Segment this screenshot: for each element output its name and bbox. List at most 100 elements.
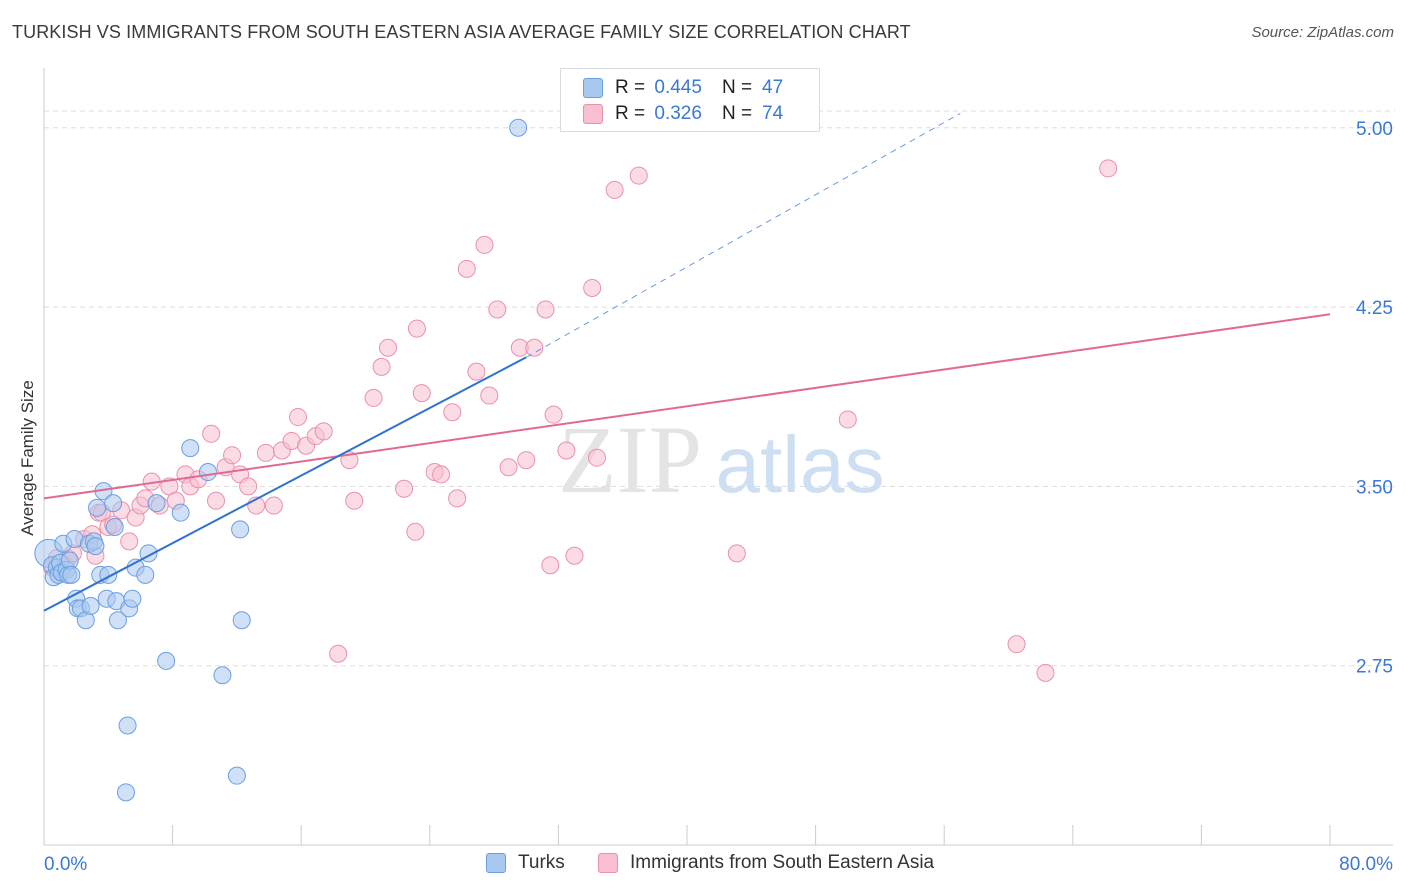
sea-point	[457, 259, 476, 278]
turks-point	[116, 783, 135, 802]
source-label: Source: ZipAtlas.com	[1251, 24, 1394, 41]
sea-point	[517, 451, 536, 470]
sea-point	[364, 388, 383, 407]
sea-point	[467, 362, 486, 381]
turks-legend-swatch	[486, 853, 506, 873]
sea-point	[264, 496, 283, 515]
watermark: ZIP atlas	[558, 406, 884, 513]
legend-row-turks: R = 0.445 N = 47	[583, 76, 783, 100]
turks-point	[86, 537, 105, 556]
sea-point	[223, 446, 242, 465]
x-tick-label: 80.0%	[1339, 854, 1393, 875]
turks-point	[171, 503, 190, 522]
turks-point	[231, 520, 250, 539]
turks-r-value: 0.445	[654, 77, 702, 98]
turks-point	[108, 611, 127, 630]
sea-point	[239, 477, 258, 496]
legend-row-sea: R = 0.326 N = 74	[583, 102, 783, 126]
sea-r-value: 0.326	[654, 103, 702, 124]
sea-point	[202, 424, 221, 443]
sea-point	[587, 448, 606, 467]
sea-point	[1007, 635, 1026, 654]
turks-point	[198, 463, 217, 482]
turks-point	[105, 518, 124, 537]
sea-point	[583, 278, 602, 297]
sea-point	[345, 491, 364, 510]
x-tick-label: 0.0%	[44, 854, 87, 875]
sea-n-value: 74	[762, 103, 784, 124]
sea-point	[120, 532, 139, 551]
sea-point	[288, 408, 307, 427]
sea-point	[629, 166, 648, 185]
turks-point	[227, 766, 246, 785]
sea-point	[536, 300, 555, 319]
turks-point	[123, 589, 142, 608]
sea-n-label: N =	[721, 103, 753, 124]
sea-point	[412, 384, 431, 403]
sea-point	[256, 443, 275, 462]
sea-swatch	[583, 104, 603, 124]
turks-r-label: R =	[615, 77, 646, 98]
y-tick-label: 3.50	[1356, 477, 1393, 498]
watermark-atlas: atlas	[716, 420, 885, 509]
sea-trend-line	[43, 313, 1331, 500]
sea-point	[407, 319, 426, 338]
sea-point	[406, 522, 425, 541]
turks-point	[232, 611, 251, 630]
axes	[43, 68, 1393, 846]
turks-point	[62, 565, 81, 584]
sea-point	[499, 458, 518, 477]
turks-n-label: N =	[721, 77, 753, 98]
turks-point	[147, 494, 166, 513]
sea-point	[372, 357, 391, 376]
sea-point	[838, 410, 857, 429]
sea-point	[329, 644, 348, 663]
turks-point	[136, 565, 155, 584]
sea-point	[488, 300, 507, 319]
data-points	[34, 118, 1118, 802]
sea-point	[557, 441, 576, 460]
sea-legend-label: Immigrants from South Eastern Asia	[630, 852, 935, 873]
chart-title: TURKISH VS IMMIGRANTS FROM SOUTH EASTERN…	[12, 22, 911, 42]
stats-legend: R = 0.445 N = 47 R = 0.326 N = 74	[560, 68, 820, 132]
turks-trend-line	[43, 356, 527, 612]
y-tick-label: 2.75	[1356, 657, 1393, 678]
legend-item-sea[interactable]: Immigrants from South Eastern Asia	[598, 852, 934, 874]
sea-point	[379, 338, 398, 357]
tick-labels: 2.75 3.50 4.25 5.00 0.0% 80.0%	[44, 119, 1393, 875]
sea-r-label: R =	[615, 103, 646, 124]
sea-point	[207, 491, 226, 510]
turks-point	[81, 596, 100, 615]
sea-point	[448, 489, 467, 508]
sea-point	[1036, 663, 1055, 682]
y-tick-label: 4.25	[1356, 298, 1393, 319]
turks-point	[213, 666, 232, 685]
sea-point	[1099, 159, 1118, 178]
gridlines	[44, 110, 1395, 667]
turks-trend-extension	[526, 112, 961, 358]
turks-point	[157, 651, 176, 670]
sea-legend-swatch	[598, 853, 618, 873]
turks-point	[88, 498, 107, 517]
turks-n-value: 47	[762, 77, 784, 98]
trend-lines	[43, 112, 1331, 612]
turks-legend-label: Turks	[518, 852, 565, 873]
sea-point	[605, 180, 624, 199]
turks-point	[104, 494, 123, 513]
turks-point	[181, 439, 200, 458]
legend-item-turks[interactable]: Turks	[486, 852, 565, 874]
sea-point	[544, 405, 563, 424]
watermark-zip: ZIP	[558, 406, 702, 513]
sea-point	[541, 556, 560, 575]
turks-point	[509, 118, 528, 137]
sea-point	[475, 235, 494, 254]
y-tick-label: 5.00	[1356, 119, 1393, 140]
series-legend: Turks Immigrants from South Eastern Asia	[0, 852, 1406, 878]
turks-point	[118, 716, 137, 735]
sea-point	[480, 386, 499, 405]
sea-point	[432, 465, 451, 484]
turks-swatch	[583, 78, 603, 98]
sea-point	[525, 338, 544, 357]
sea-point	[395, 479, 414, 498]
